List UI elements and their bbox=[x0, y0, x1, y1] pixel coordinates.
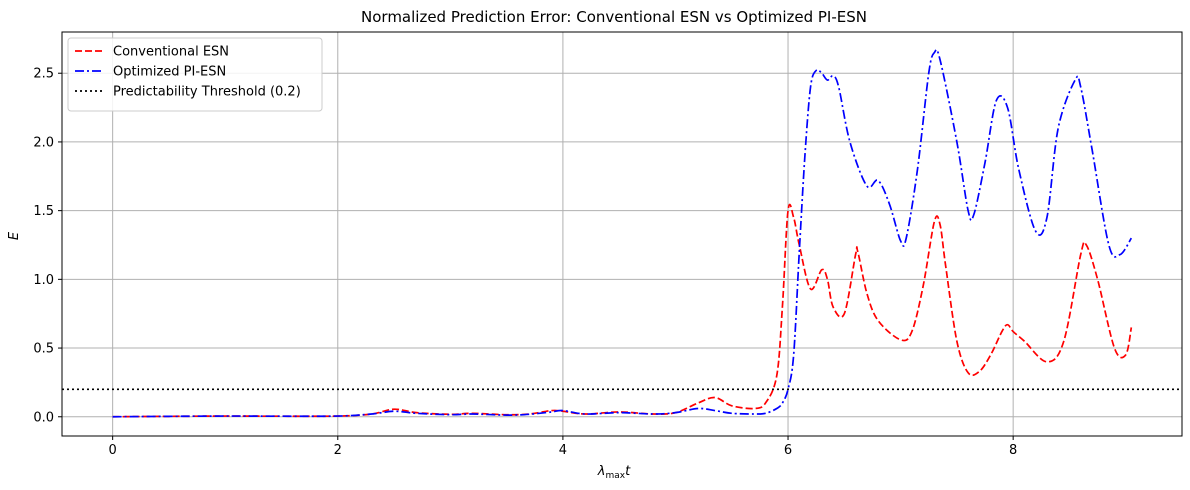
x-tick-label: 2 bbox=[334, 443, 342, 458]
legend-label: Conventional ESN bbox=[113, 45, 229, 60]
x-axis-label: λmaxt bbox=[597, 464, 631, 481]
y-tick-label: 0.5 bbox=[33, 342, 54, 357]
y-tick-label: 2.5 bbox=[33, 67, 54, 82]
x-tick-label: 8 bbox=[1009, 443, 1017, 458]
series-layer bbox=[62, 48, 1182, 418]
y-tick-label: 0.0 bbox=[33, 410, 54, 425]
legend-item-conventional-esn: Conventional ESN bbox=[75, 45, 229, 60]
legend-box bbox=[67, 37, 323, 112]
legend-item-optimized-pi-esn: Optimized PI-ESN bbox=[75, 65, 226, 80]
y-tick-label: 1.5 bbox=[33, 204, 54, 219]
legend-label: Optimized PI-ESN bbox=[113, 65, 226, 80]
y-tick-label: 2.0 bbox=[33, 135, 54, 150]
x-tick-label: 4 bbox=[559, 443, 567, 458]
x-tick-label: 0 bbox=[109, 443, 117, 458]
plot-frame bbox=[61, 31, 1183, 437]
x-tick-label: 6 bbox=[784, 443, 792, 458]
y-tick-label: 1.0 bbox=[33, 273, 54, 288]
ticks: 0 2 4 6 8 0.0 0.5 1.0 1.5 2.0 2.5 bbox=[33, 67, 1017, 458]
legend: Conventional ESN Optimized PI-ESN Predicta… bbox=[67, 37, 323, 112]
legend-item-predictability-threshold-0-2: Predictability Threshold (0.2) bbox=[75, 85, 301, 100]
y-axis-label: E bbox=[7, 231, 22, 240]
chart-title: Normalized Prediction Error: Conventiona… bbox=[361, 8, 867, 26]
series-conventional-esn-line bbox=[112, 203, 1133, 418]
legend-label: Predictability Threshold (0.2) bbox=[113, 85, 301, 100]
